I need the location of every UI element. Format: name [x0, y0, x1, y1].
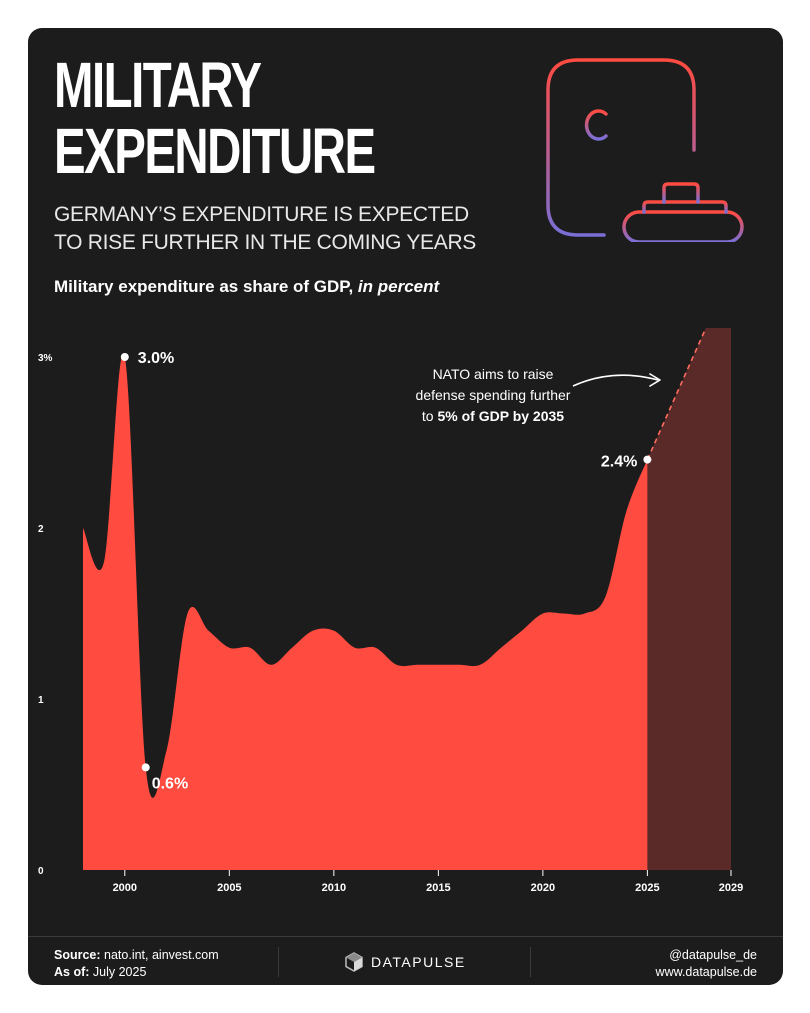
page-subtitle: GERMANY’S EXPENDITURE IS EXPECTED TO RIS…	[54, 201, 524, 257]
footer: Source: nato.int, ainvest.com As of: Jul…	[28, 936, 783, 985]
forecast-area	[647, 328, 731, 870]
subtitle-line-1: GERMANY’S EXPENDITURE IS EXPECTED	[54, 203, 469, 226]
arrow-icon	[572, 374, 659, 387]
annotation-highlight: 5% of GDP by 2035	[437, 408, 565, 424]
x-tick-label: 2005	[217, 882, 241, 894]
x-axis: 2000 2005 2010 2015 2020 2025 2029	[113, 870, 743, 894]
y-tick-label: 1	[38, 695, 44, 706]
datapulse-logo-icon	[345, 952, 363, 972]
x-tick-label: 2020	[531, 882, 555, 894]
source-label: Source:	[54, 948, 101, 962]
y-axis: 0 1 2 3%	[38, 353, 53, 877]
nato-annotation: NATO aims to raise defense spending furt…	[413, 364, 573, 427]
chart-heading: Military expenditure as share of GDP, in…	[54, 277, 439, 297]
x-tick-label: 2025	[635, 882, 659, 894]
x-tick-label: 2000	[113, 882, 137, 894]
y-tick-label: 0	[38, 866, 44, 877]
callout-dot	[643, 455, 652, 464]
arrow-head-icon	[649, 373, 661, 387]
forecast-line	[646, 328, 707, 460]
footer-divider	[530, 947, 531, 977]
social-handle[interactable]: @datapulse_de	[669, 948, 757, 962]
asof-value: July 2025	[92, 965, 147, 979]
source-value: nato.int, ainvest.com	[104, 948, 219, 962]
x-tick-label: 2010	[322, 882, 346, 894]
callout-label: 2.4%	[601, 454, 637, 471]
footer-contact-block: @datapulse_de www.datapulse.de	[656, 947, 757, 981]
x-tick-label: 2015	[426, 882, 450, 894]
actual-area	[83, 353, 648, 870]
hero-illustration	[546, 58, 762, 242]
plot-areas	[83, 328, 731, 870]
asof-label: As of:	[54, 965, 90, 979]
euro-document-icon	[546, 58, 696, 237]
y-tick-label: 2	[38, 524, 44, 535]
brand-name: DATAPULSE	[371, 954, 466, 970]
title-line-1: MILITARY	[54, 49, 262, 121]
footer-source-block: Source: nato.int, ainvest.com As of: Jul…	[54, 947, 219, 981]
callout-dot	[141, 763, 150, 772]
footer-divider	[278, 947, 279, 977]
callout-label: 0.6%	[152, 775, 188, 792]
chart-heading-text: Military expenditure as share of GDP,	[54, 277, 354, 296]
area-chart: 0 1 2 3% 2000 2005 2010 2015 2020 2025 2029 3.0% 0…	[38, 328, 743, 894]
infographic-card: MILITARY EXPENDITURE GERMANY’S EXPENDITU…	[28, 28, 783, 985]
annotation-text: NATO aims to raise defense spending furt…	[415, 366, 571, 424]
chart-heading-unit: in percent	[357, 277, 440, 296]
title-line-2: EXPENDITURE	[54, 115, 376, 187]
page-title: MILITARY EXPENDITURE	[54, 49, 376, 187]
subtitle-line-2: TO RISE FURTHER IN THE COMING YEARS	[54, 231, 477, 254]
callout-label: 3.0%	[138, 350, 174, 367]
x-tick-label: 2029	[719, 882, 743, 894]
callouts: 3.0%0.6%2.4%3.5%	[120, 350, 652, 792]
tank-icon	[622, 182, 762, 242]
website-link[interactable]: www.datapulse.de	[655, 965, 757, 979]
y-tick-label: 3%	[38, 353, 53, 364]
brand[interactable]: DATAPULSE	[344, 952, 466, 972]
callout-dot	[120, 353, 129, 361]
